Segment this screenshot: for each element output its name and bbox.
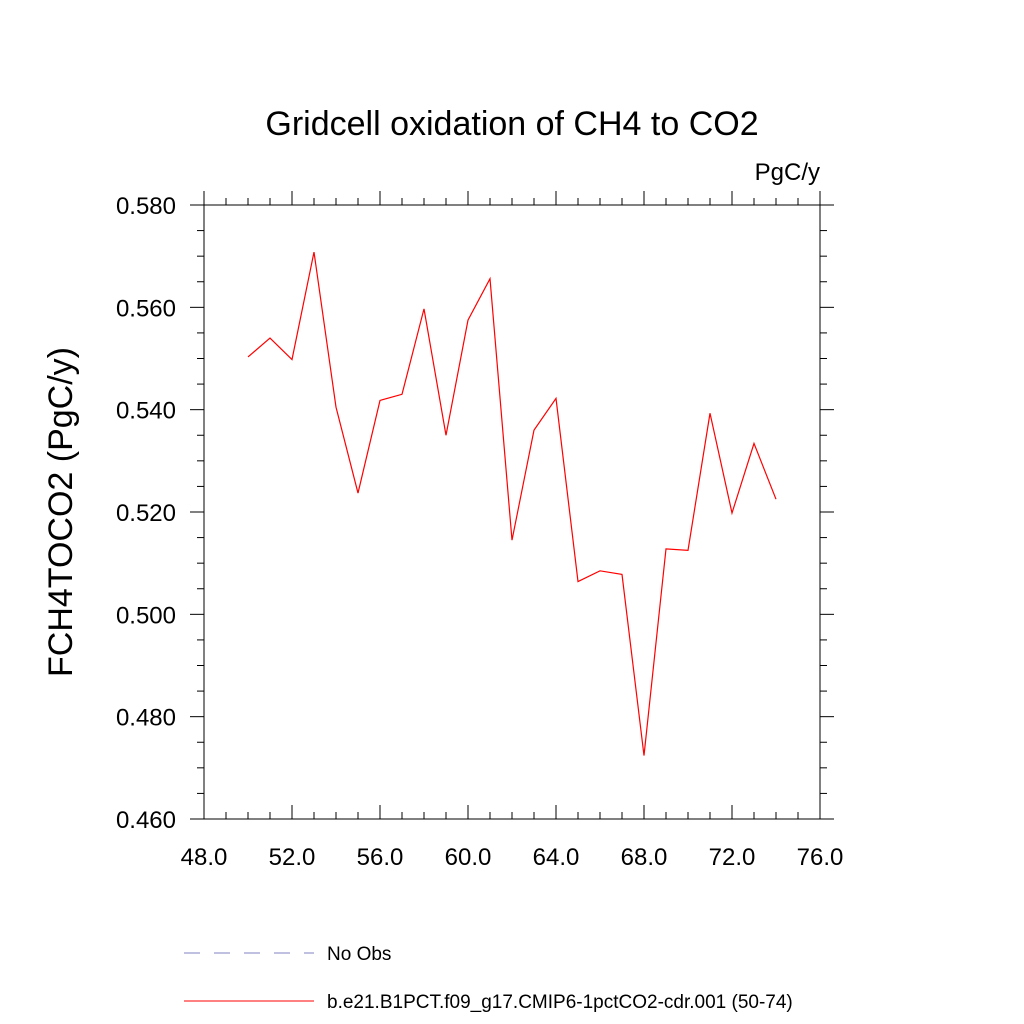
units-label: PgC/y — [755, 159, 820, 186]
legend-label: b.e21.B1PCT.f09_g17.CMIP6-1pctCO2-cdr.00… — [327, 992, 793, 1013]
x-tick-label: 48.0 — [181, 844, 228, 871]
x-tick-label: 72.0 — [709, 844, 756, 871]
data-point — [423, 308, 424, 309]
series-layer — [247, 251, 777, 756]
y-tick-label: 0.460 — [116, 807, 176, 834]
x-tick-label: 76.0 — [797, 844, 844, 871]
data-point — [709, 413, 710, 414]
y-tick-label: 0.540 — [116, 398, 176, 425]
data-point — [335, 407, 336, 408]
data-point — [665, 548, 666, 549]
data-point — [775, 499, 776, 500]
data-point — [379, 400, 380, 401]
data-point — [533, 430, 534, 431]
x-tick-label: 68.0 — [621, 844, 668, 871]
data-point — [511, 540, 512, 541]
y-tick-label: 0.480 — [116, 705, 176, 732]
legend-label: No Obs — [327, 944, 391, 965]
data-point — [313, 251, 314, 252]
data-point — [357, 492, 358, 493]
y-tick-label: 0.500 — [116, 602, 176, 629]
data-point — [467, 320, 468, 321]
x-tick-label: 64.0 — [533, 844, 580, 871]
data-point — [687, 550, 688, 551]
data-point — [753, 443, 754, 444]
y-tick-label: 0.580 — [116, 193, 176, 220]
x-tick-label: 52.0 — [269, 844, 316, 871]
legend: No Obs b.e21.B1PCT.f09_g17.CMIP6-1pctCO2-… — [184, 944, 793, 1013]
x-tick-label: 56.0 — [357, 844, 404, 871]
series-line — [247, 251, 777, 756]
axis-ticks: 48.0 52.0 56.0 60.0 64.0 68.0 72.0 76.0 0.460 0.4… — [116, 191, 843, 871]
data-point — [621, 574, 622, 575]
y-tick-label: 0.560 — [116, 295, 176, 322]
data-point — [489, 278, 490, 279]
data-point — [555, 398, 556, 399]
plot-frame — [203, 204, 821, 820]
data-point — [269, 337, 270, 338]
chart-title: Gridcell oxidation of CH4 to CO2 — [265, 105, 758, 143]
x-tick-label: 60.0 — [445, 844, 492, 871]
data-point — [643, 755, 644, 756]
data-point — [247, 356, 248, 357]
y-axis-label: FCH4TOCO2 (PgC/y) — [42, 347, 80, 677]
data-point — [577, 581, 578, 582]
data-point — [445, 435, 446, 436]
y-tick-label: 0.520 — [116, 500, 176, 527]
data-point — [291, 359, 292, 360]
data-point — [401, 394, 402, 395]
data-point — [731, 512, 732, 513]
data-point — [599, 570, 600, 571]
